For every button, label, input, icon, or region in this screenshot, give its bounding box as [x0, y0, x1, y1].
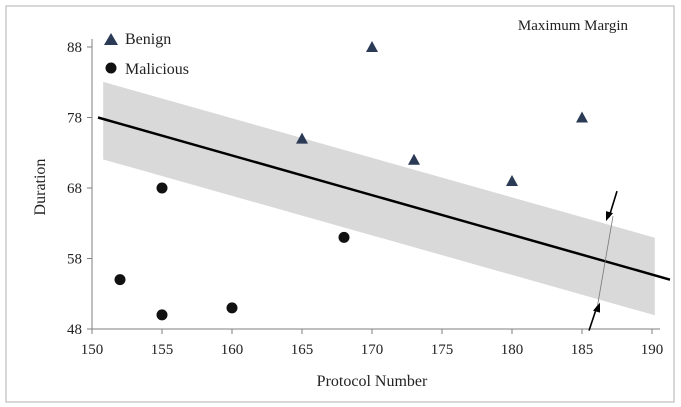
x-axis-title: Protocol Number [317, 373, 428, 390]
margin-measure-line [596, 216, 614, 309]
legend-benign-label: Benign [125, 31, 171, 48]
benign-point [296, 132, 308, 144]
malicious-point [338, 231, 350, 243]
x-tick-label: 165 [291, 342, 314, 358]
margin-band [103, 81, 655, 316]
x-tick-label: 180 [501, 342, 524, 358]
y-tick-label: 68 [67, 181, 82, 197]
legend-benign-marker [104, 33, 118, 45]
margin-arrowhead-bottom [593, 302, 600, 313]
x-tick-label: 150 [81, 342, 104, 358]
x-tick-label: 175 [431, 342, 454, 358]
malicious-point [156, 182, 168, 194]
y-tick-label: 58 [67, 252, 82, 268]
y-axis-title: Duration [32, 159, 49, 216]
malicious-point [226, 302, 238, 314]
benign-point [366, 41, 378, 52]
margin-annotation: Maximum Margin [518, 18, 629, 34]
legend-malicious-label: Malicious [125, 61, 189, 78]
decision-boundary-line [97, 116, 671, 281]
benign-point [506, 174, 518, 186]
margin-arrowhead-top [606, 211, 613, 222]
x-tick-label: 160 [221, 342, 244, 358]
x-tick-label: 155 [151, 342, 174, 358]
benign-point [576, 111, 588, 123]
legend: Benign Malicious [104, 31, 189, 78]
x-tick-label: 170 [361, 342, 384, 358]
malicious-point [114, 274, 126, 286]
y-tick-label: 48 [67, 322, 82, 338]
legend-malicious-marker [105, 62, 117, 74]
benign-point [408, 153, 420, 165]
y-tick-label: 88 [67, 40, 82, 56]
y-tick-label: 78 [67, 111, 82, 127]
x-tick-label: 190 [641, 342, 664, 358]
malicious-point [156, 309, 168, 321]
x-tick-label: 185 [571, 342, 594, 358]
